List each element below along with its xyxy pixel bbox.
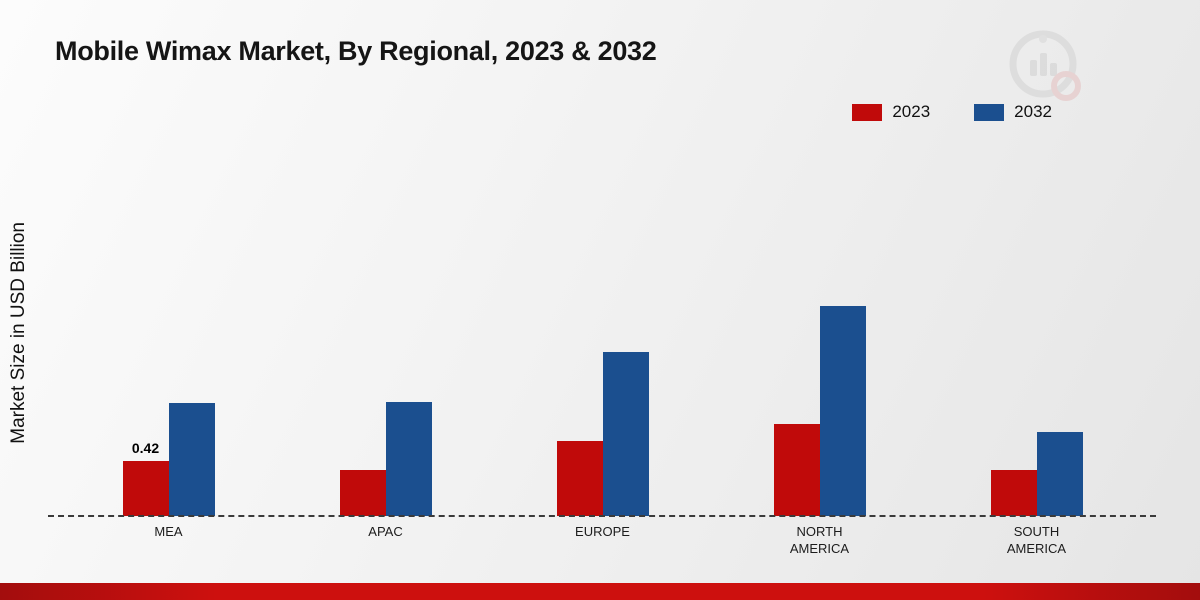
- x-axis-label-europe: EUROPE: [494, 524, 711, 558]
- bar-2032-north-america: [819, 306, 866, 516]
- bar-group-mea: 0.42: [60, 403, 277, 516]
- bar-2023-south-america: [990, 470, 1037, 516]
- bar-2032-mea: [168, 403, 215, 516]
- legend-item-2032: 2032: [974, 102, 1052, 122]
- x-axis-label-south-america: SOUTH AMERICA: [928, 524, 1145, 558]
- x-axis-label-text-mea: MEA: [154, 524, 183, 539]
- plot-area: 0.42: [60, 148, 1145, 516]
- x-axis-baseline: [48, 515, 1156, 517]
- legend-label-2032: 2032: [1014, 102, 1052, 121]
- bar-2032-south-america: [1036, 432, 1083, 516]
- legend-swatch-2032: [974, 103, 1005, 121]
- footer-accent-bar: [0, 583, 1200, 600]
- bar-group-north-america: [711, 306, 928, 516]
- bar-group-europe: [494, 352, 711, 516]
- bar-group-south-america: [928, 432, 1145, 516]
- x-axis-label-north-america: NORTH AMERICA: [711, 524, 928, 558]
- bar-2023-europe: [556, 441, 603, 516]
- bar-2032-europe: [602, 352, 649, 516]
- chart-title: Mobile Wimax Market, By Regional, 2023 &…: [55, 36, 657, 66]
- bar-value-label-mea: 0.42: [131, 440, 160, 456]
- legend-swatch-2023: [852, 103, 883, 121]
- x-axis-label-text-apac: APAC: [368, 524, 403, 539]
- bar-2032-apac: [385, 402, 432, 516]
- x-axis-label-mea: MEA: [60, 524, 277, 558]
- x-axis-label-text-europe: EUROPE: [575, 524, 630, 539]
- bar-2023-apac: [339, 470, 386, 516]
- legend-label-2023: 2023: [892, 102, 931, 121]
- bar-group-apac: [277, 402, 494, 516]
- bar-2023-mea: 0.42: [122, 440, 169, 516]
- y-axis-title: Market Size in USD Billion: [8, 222, 29, 444]
- bar-2023-north-america: [773, 424, 820, 516]
- legend-item-2023: 2023: [852, 102, 930, 122]
- x-axis-label-apac: APAC: [277, 524, 494, 558]
- watermark-logo-icon: [1009, 30, 1081, 101]
- legend: 2023 2032: [852, 102, 1052, 122]
- x-axis-label-text-south-america: SOUTH AMERICA: [1006, 524, 1067, 556]
- x-axis-label-text-north-america: NORTH AMERICA: [789, 524, 850, 556]
- x-axis-labels: MEA APAC EUROPE NORTH AMERICA SOUTH AMERICA: [60, 524, 1145, 558]
